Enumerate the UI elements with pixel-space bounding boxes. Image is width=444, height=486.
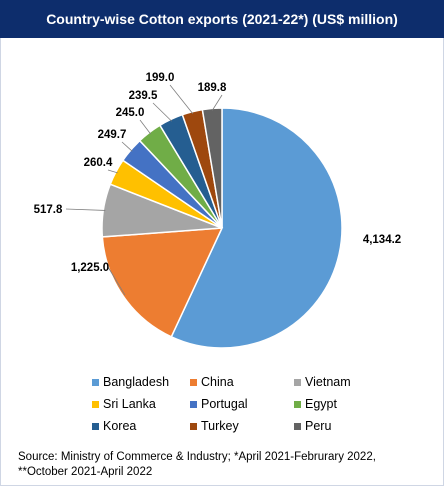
data-label-sri-lanka: 260.4 <box>84 157 113 169</box>
legend-swatch <box>92 378 99 386</box>
legend-item-peru: Peru <box>294 416 384 436</box>
legend-label: Bangladesh <box>103 375 170 389</box>
legend-item-sri-lanka: Sri Lanka <box>92 394 190 414</box>
pie-chart: 4,134.2 1,225.0 517.8 260.4 249.7 245.0 239.5 1… <box>34 72 401 349</box>
legend-swatch <box>294 400 301 408</box>
chart-title: Country-wise Cotton exports (2021-22*) (… <box>0 0 444 38</box>
source-note: Source: Ministry of Commerce & Industry;… <box>18 450 438 480</box>
leader-line-portugal <box>121 141 133 152</box>
data-label-portugal: 249.7 <box>98 129 127 141</box>
leader-line-turkey <box>169 84 194 114</box>
data-label-egypt: 245.0 <box>116 107 145 119</box>
legend-item-egypt: Egypt <box>294 394 384 414</box>
leader-line-egypt <box>139 119 151 135</box>
legend-label: Turkey <box>201 419 239 433</box>
legend-item-turkey: Turkey <box>190 416 294 436</box>
legend-label: Vietnam <box>305 375 351 389</box>
legend-item-korea: Korea <box>92 416 190 436</box>
legend-swatch <box>92 400 99 408</box>
legend-label: China <box>201 375 234 389</box>
legend-label: Peru <box>305 419 332 433</box>
legend-label: Korea <box>103 419 137 433</box>
data-label-vietnam: 517.8 <box>34 204 63 216</box>
legend-swatch <box>190 400 197 408</box>
source-line-1: Source: Ministry of Commerce & Industry;… <box>18 451 376 463</box>
data-label-korea: 239.5 <box>129 90 158 102</box>
leader-line-korea <box>152 102 173 122</box>
data-label-peru: 189.8 <box>198 82 227 94</box>
leader-line-sri-lanka <box>107 169 118 174</box>
pie-slice-china <box>101 227 224 338</box>
leader-line-vietnam <box>65 208 106 211</box>
legend-swatch <box>294 422 301 430</box>
legend-swatch <box>294 378 301 386</box>
chart-title-text: Country-wise Cotton exports (2021-22*) (… <box>46 11 398 27</box>
leader-line-china <box>107 266 126 296</box>
legend-swatch <box>190 422 197 430</box>
legend-swatch <box>92 422 99 430</box>
chart-legend: Bangladesh China Vietnam Sri Lanka Portugal E… <box>92 372 384 436</box>
data-label-turkey: 199.0 <box>146 72 175 84</box>
data-label-china: 1,225.0 <box>71 262 109 274</box>
pie-slice-peru <box>201 107 223 229</box>
legend-label: Sri Lanka <box>103 397 156 411</box>
leader-line-peru <box>211 94 223 111</box>
legend-item-vietnam: Vietnam <box>294 372 384 392</box>
legend-swatch <box>190 378 197 386</box>
legend-item-portugal: Portugal <box>190 394 294 414</box>
legend-item-china: China <box>190 372 294 392</box>
data-label-bangladesh: 4,134.2 <box>363 234 401 246</box>
legend-label: Egypt <box>305 397 337 411</box>
legend-item-bangladesh: Bangladesh <box>92 372 190 392</box>
source-line-2: **October 2021-April 2022 <box>18 466 153 478</box>
pie-slice-bangladesh <box>170 107 343 349</box>
legend-label: Portugal <box>201 397 248 411</box>
